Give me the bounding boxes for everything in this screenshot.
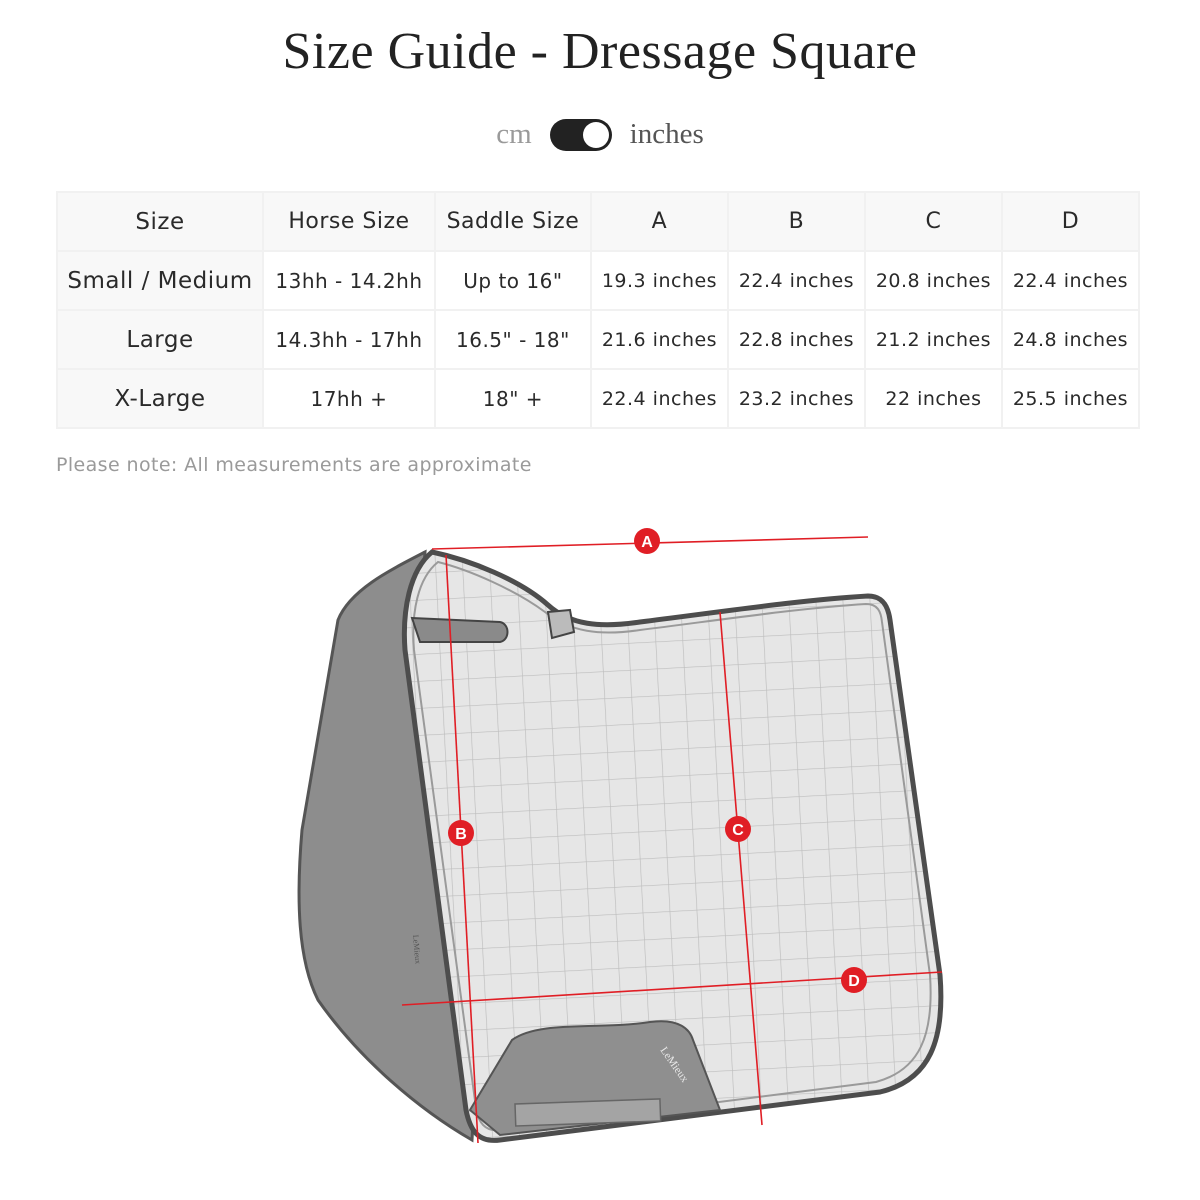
unit-inches-label[interactable]: inches	[629, 118, 704, 150]
pad-body	[401, 549, 944, 1143]
unit-cm-label[interactable]: cm	[496, 118, 532, 150]
cell-d: 25.5 inches	[1000, 368, 1141, 429]
cell-d: 22.4 inches	[1000, 250, 1141, 311]
cell-horse-size: 13hh - 14.2hh	[262, 250, 436, 311]
cell-c: 21.2 inches	[863, 309, 1003, 370]
measure-line-c	[719, 611, 763, 1126]
col-a: A	[589, 191, 729, 252]
marker-c: C	[725, 816, 751, 842]
cell-b: 23.2 inches	[726, 368, 866, 429]
table-header-row: Size Horse Size Saddle Size A B C D	[56, 191, 1141, 252]
cell-b: 22.4 inches	[726, 250, 866, 311]
cell-c: 22 inches	[863, 368, 1003, 429]
marker-b: B	[448, 820, 474, 846]
measure-line-b	[445, 554, 479, 1144]
toggle-knob	[582, 121, 609, 148]
svg-text:A: A	[641, 534, 653, 551]
size-table: Size Horse Size Saddle Size A B C D Smal…	[56, 191, 1141, 429]
cell-size: Small / Medium	[56, 250, 264, 311]
marker-d: D	[841, 967, 867, 993]
unit-toggle-switch[interactable]	[549, 118, 612, 151]
logo-tab	[546, 608, 576, 640]
cell-horse-size: 14.3hh - 17hh	[262, 309, 436, 370]
cell-a: 22.4 inches	[589, 368, 729, 429]
cell-size: Large	[56, 309, 264, 370]
col-d: D	[1000, 191, 1141, 252]
pad-side-panel	[297, 549, 482, 1143]
svg-text:D: D	[848, 973, 860, 990]
col-horse-size: Horse Size	[262, 191, 436, 252]
table-row: Small / Medium 13hh - 14.2hh Up to 16" 1…	[56, 250, 1141, 311]
svg-text:B: B	[455, 826, 467, 843]
cell-d: 24.8 inches	[1000, 309, 1141, 370]
measurement-note: Please note: All measurements are approx…	[56, 454, 532, 476]
saddle-pad-diagram: LeMieux LeMieux A B C D	[297, 528, 944, 1144]
side-logo-text: LeMieux	[411, 934, 423, 964]
cell-a: 21.6 inches	[589, 309, 729, 370]
marker-a: A	[634, 528, 660, 554]
cell-b: 22.8 inches	[726, 309, 866, 370]
table-row: Large 14.3hh - 17hh 16.5" - 18" 21.6 inc…	[56, 309, 1141, 370]
cell-size: X-Large	[56, 368, 264, 429]
col-c: C	[863, 191, 1003, 252]
table-row: X-Large 17hh + 18" + 22.4 inches 23.2 in…	[56, 368, 1141, 429]
label-patch	[514, 1098, 662, 1127]
page-title: Size Guide - Dressage Square	[282, 23, 918, 80]
cell-saddle-size: 16.5" - 18"	[433, 309, 592, 370]
svg-text:C: C	[732, 822, 744, 839]
girth-strap	[410, 616, 509, 643]
cell-c: 20.8 inches	[863, 250, 1003, 311]
col-size: Size	[56, 191, 264, 252]
unit-toggle-row: cm inches	[0, 118, 1200, 151]
cell-saddle-size: 18" +	[433, 368, 592, 429]
cell-saddle-size: Up to 16"	[433, 250, 592, 311]
col-b: B	[726, 191, 866, 252]
cell-horse-size: 17hh +	[262, 368, 436, 429]
col-saddle-size: Saddle Size	[433, 191, 592, 252]
cell-a: 19.3 inches	[589, 250, 729, 311]
